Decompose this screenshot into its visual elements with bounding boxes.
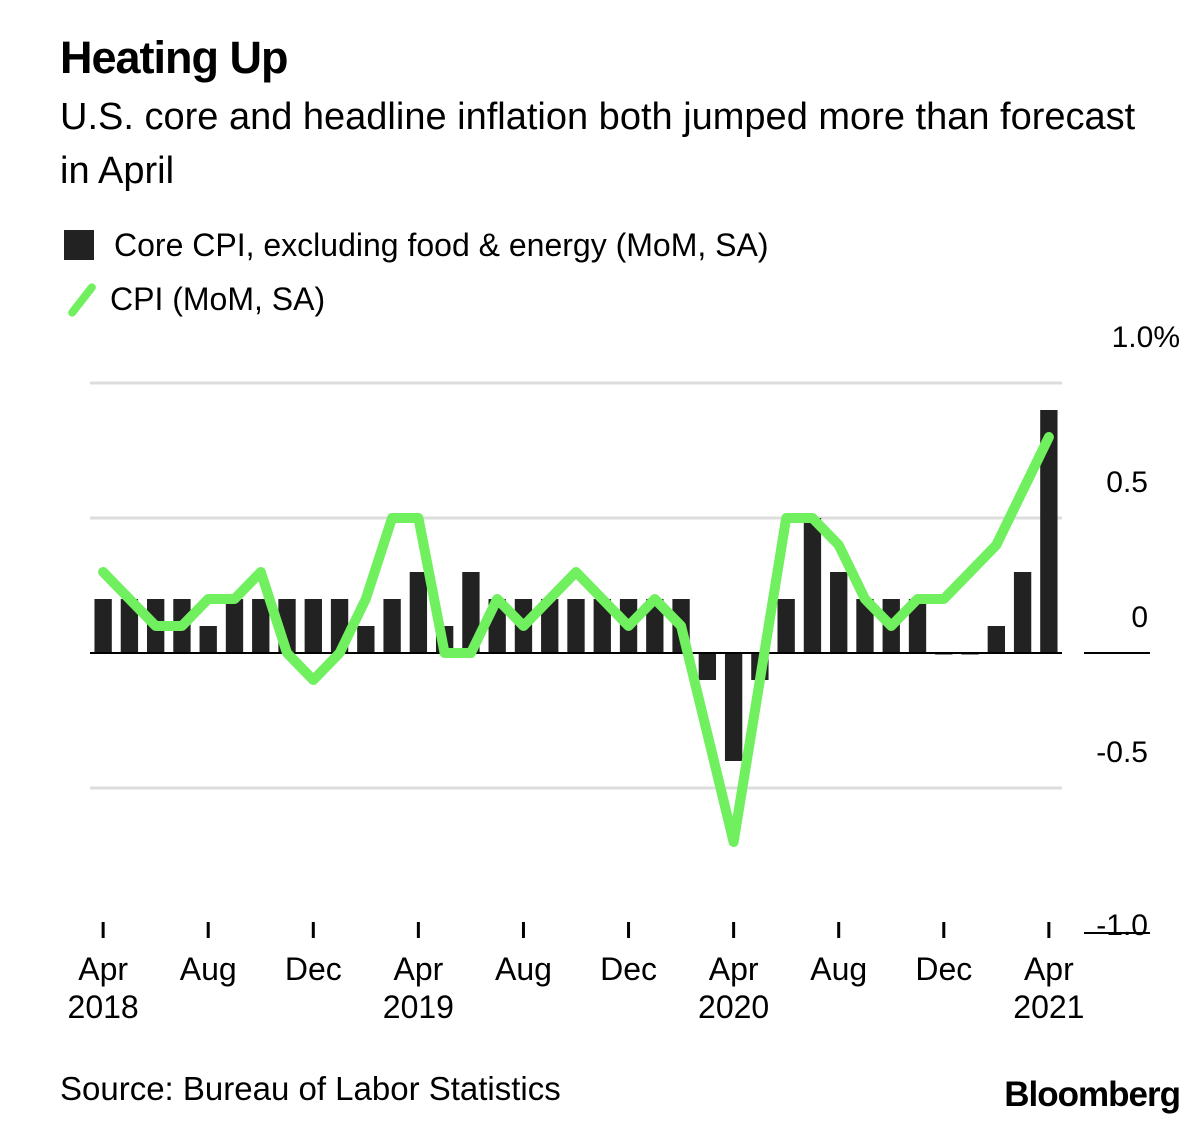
core-cpi-bar bbox=[698, 653, 717, 680]
core-cpi-bar bbox=[94, 599, 112, 653]
core-cpi-bar bbox=[830, 572, 848, 653]
core-cpi-bar bbox=[120, 599, 139, 653]
legend-item-cpi: CPI (MoM, SA) bbox=[60, 272, 769, 326]
x-tick-label: Aug bbox=[180, 951, 237, 987]
x-tick-label: Apr bbox=[78, 951, 128, 987]
x-tick-label: Apr bbox=[709, 951, 759, 987]
x-tick-label: Apr bbox=[1024, 951, 1074, 987]
core-cpi-bar bbox=[567, 599, 585, 653]
core-cpi-bar bbox=[803, 518, 822, 653]
core-cpi-bar bbox=[1013, 572, 1032, 653]
x-year-label: 2021 bbox=[1013, 989, 1084, 1025]
core-cpi-bar bbox=[1040, 410, 1058, 653]
core-cpi-bar bbox=[541, 599, 559, 653]
chart-title: Heating Up bbox=[60, 32, 289, 83]
y-tick-label: 1.0% bbox=[1112, 321, 1180, 354]
chart-subtitle: U.S. core and headline inflation both ju… bbox=[60, 96, 1136, 192]
legend-label-core: Core CPI, excluding food & energy (MoM, … bbox=[114, 226, 769, 263]
core-cpi-bar bbox=[304, 599, 322, 653]
x-year-label: 2020 bbox=[698, 989, 769, 1025]
core-cpi-bar bbox=[777, 599, 795, 653]
y-tick-label: 0 bbox=[1131, 601, 1148, 634]
core-cpi-bar bbox=[987, 626, 1005, 653]
y-tick-label: 0.5 bbox=[1106, 466, 1148, 499]
core-cpi-bar bbox=[908, 599, 927, 653]
x-tick-label: Apr bbox=[393, 951, 443, 987]
core-cpi-bar bbox=[409, 572, 428, 653]
cpi-line bbox=[98, 432, 1054, 847]
core-cpi-bar bbox=[646, 599, 664, 653]
x-year-label: 2018 bbox=[68, 989, 139, 1025]
x-tick-label: Dec bbox=[600, 951, 657, 987]
core-cpi-bar bbox=[593, 599, 611, 653]
legend: Core CPI, excluding food & energy (MoM, … bbox=[60, 218, 769, 326]
bar-swatch-icon bbox=[64, 230, 94, 260]
core-cpi-bar bbox=[724, 653, 743, 761]
legend-item-core: Core CPI, excluding food & energy (MoM, … bbox=[60, 218, 769, 272]
source-note: Source: Bureau of Labor Statistics bbox=[60, 1070, 561, 1107]
core-cpi-bar bbox=[225, 599, 244, 653]
core-cpi-bar bbox=[357, 626, 375, 653]
legend-label-cpi: CPI (MoM, SA) bbox=[110, 280, 326, 317]
x-tick-label: Dec bbox=[285, 951, 342, 987]
bloomberg-logo: Bloomberg bbox=[1004, 1075, 1181, 1114]
x-tick-label: Aug bbox=[495, 951, 552, 987]
core-cpi-bar bbox=[199, 626, 217, 653]
line-swatch-icon bbox=[60, 284, 90, 314]
core-cpi-bar bbox=[252, 599, 270, 653]
core-cpi-bar bbox=[383, 599, 401, 653]
x-tick-label: Dec bbox=[915, 951, 972, 987]
x-tick-label: Aug bbox=[810, 951, 867, 987]
x-year-label: 2019 bbox=[383, 989, 454, 1025]
y-tick-label: -1.0 bbox=[1096, 909, 1148, 942]
y-tick-label: -0.5 bbox=[1096, 736, 1148, 769]
core-cpi-bar bbox=[856, 599, 874, 653]
